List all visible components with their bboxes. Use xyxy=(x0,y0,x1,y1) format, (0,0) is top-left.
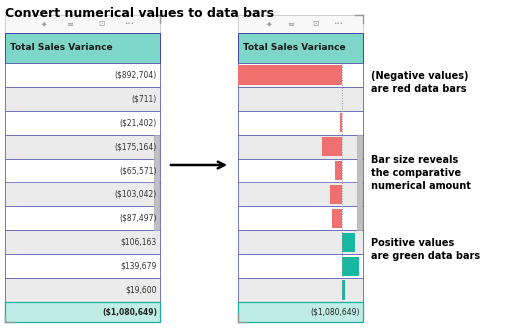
Text: ($103,042): ($103,042) xyxy=(115,190,157,199)
Bar xyxy=(5,230,160,254)
Bar xyxy=(154,135,159,230)
Bar xyxy=(330,185,342,204)
Text: Positive values
are green data bars: Positive values are green data bars xyxy=(371,238,480,261)
Text: •••: ••• xyxy=(333,21,343,26)
Text: ($65,571): ($65,571) xyxy=(120,166,157,175)
Bar xyxy=(340,113,342,132)
Bar xyxy=(238,63,363,87)
Bar xyxy=(5,33,160,63)
Text: ≡: ≡ xyxy=(66,19,74,28)
Bar xyxy=(5,254,160,278)
Bar xyxy=(238,302,363,322)
Bar xyxy=(238,15,363,33)
Text: Total Sales Variance: Total Sales Variance xyxy=(10,44,112,52)
Bar xyxy=(238,182,363,206)
Text: ⊡: ⊡ xyxy=(312,19,319,28)
Text: ≡: ≡ xyxy=(287,19,294,28)
Text: ($892,704): ($892,704) xyxy=(115,70,157,80)
Text: $139,679: $139,679 xyxy=(121,262,157,271)
Bar xyxy=(238,159,363,182)
Text: $19,600: $19,600 xyxy=(126,285,157,295)
Bar xyxy=(238,111,363,135)
Text: Total Sales Variance: Total Sales Variance xyxy=(243,44,345,52)
Text: ($1,080,649): ($1,080,649) xyxy=(102,308,157,316)
Text: •••: ••• xyxy=(124,21,134,26)
Bar xyxy=(5,302,160,322)
Text: ($711): ($711) xyxy=(132,94,157,103)
Text: ⊡: ⊡ xyxy=(98,19,104,28)
Bar xyxy=(5,206,160,230)
Bar xyxy=(342,280,344,300)
Text: ($175,164): ($175,164) xyxy=(115,142,157,151)
Text: ($1,080,649): ($1,080,649) xyxy=(311,308,360,316)
Text: ✦: ✦ xyxy=(40,19,47,28)
Bar xyxy=(335,161,342,180)
Bar xyxy=(5,182,160,206)
Bar xyxy=(342,257,359,276)
Text: Bar size reveals
the comparative
numerical amount: Bar size reveals the comparative numeric… xyxy=(371,154,471,191)
Text: $106,163: $106,163 xyxy=(121,238,157,247)
Bar xyxy=(342,233,355,252)
Bar xyxy=(5,15,160,322)
Text: (Negative values)
are red data bars: (Negative values) are red data bars xyxy=(371,71,469,94)
Bar xyxy=(5,63,160,87)
Bar xyxy=(322,137,342,156)
Text: ($87,497): ($87,497) xyxy=(120,214,157,223)
Bar xyxy=(238,206,363,230)
Text: ($21,402): ($21,402) xyxy=(120,118,157,127)
Bar xyxy=(238,254,363,278)
Bar xyxy=(238,65,342,84)
Bar xyxy=(5,135,160,159)
Bar xyxy=(5,278,160,302)
Bar xyxy=(238,33,363,63)
Text: Convert numerical values to data bars: Convert numerical values to data bars xyxy=(5,7,274,20)
Bar xyxy=(238,15,363,322)
Bar xyxy=(5,87,160,111)
Bar xyxy=(332,209,342,228)
Bar xyxy=(238,87,363,111)
Bar xyxy=(238,135,363,159)
Text: ✦: ✦ xyxy=(266,19,272,28)
Bar xyxy=(238,278,363,302)
Bar xyxy=(5,159,160,182)
Bar xyxy=(5,15,160,33)
Bar xyxy=(357,135,362,230)
Bar xyxy=(238,230,363,254)
Bar xyxy=(5,111,160,135)
